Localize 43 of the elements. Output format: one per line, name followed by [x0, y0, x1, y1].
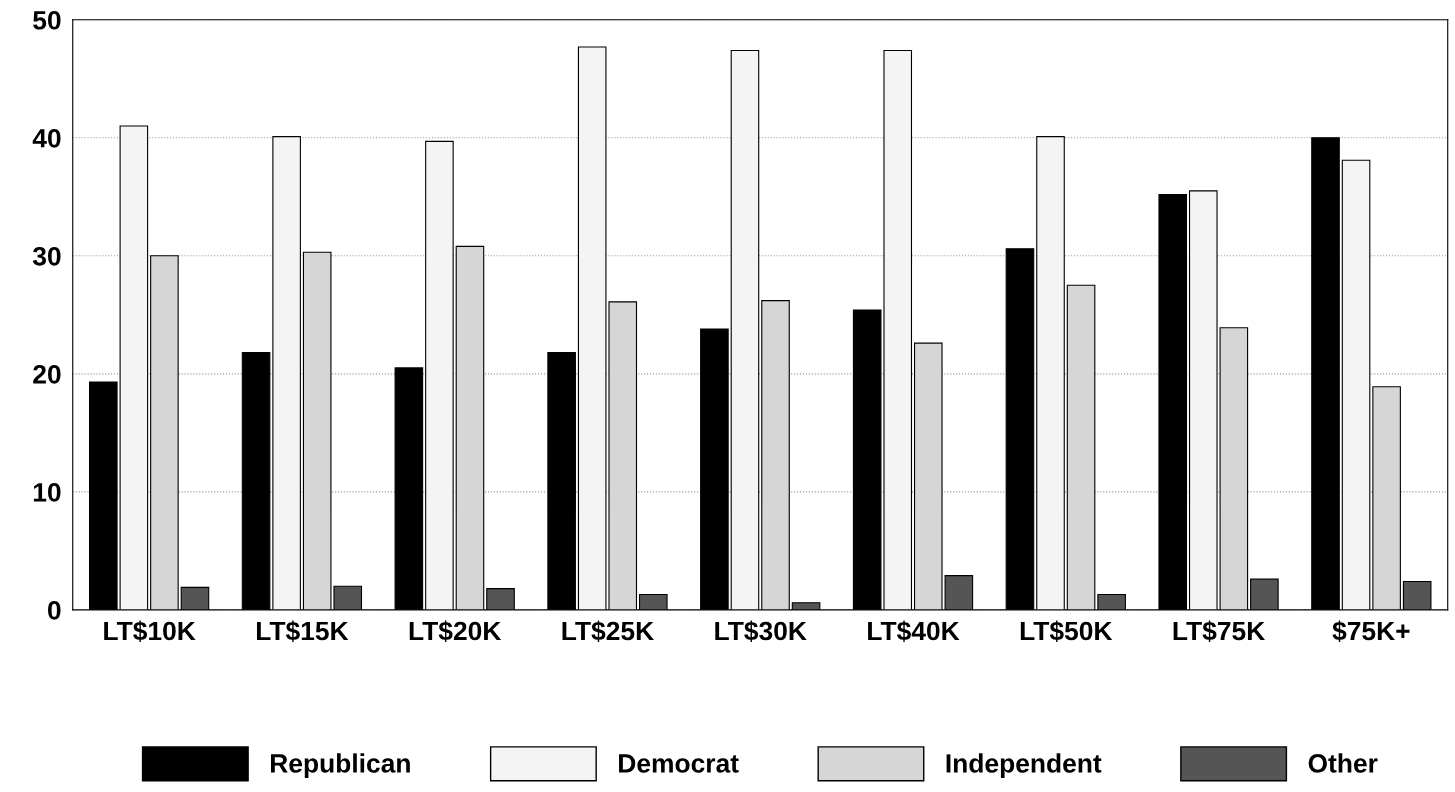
- bar: [180, 586, 210, 610]
- y-tick-label: 50: [33, 10, 61, 30]
- bar: [700, 328, 729, 610]
- bar: [455, 245, 485, 610]
- bar: [1311, 137, 1340, 610]
- bar: [1372, 386, 1401, 610]
- legend-label: Republican: [271, 753, 410, 778]
- bar: [241, 352, 271, 610]
- bar: [1005, 248, 1035, 610]
- x-tick-label: $75K+: [1332, 620, 1410, 643]
- bar: [1097, 593, 1126, 610]
- bar: [272, 136, 301, 610]
- y-tick-label: 30: [32, 246, 61, 266]
- bar: [1036, 136, 1065, 610]
- bar: [791, 602, 821, 610]
- y-tick-label: 0: [48, 600, 61, 620]
- legend-label: Democrat: [619, 754, 739, 773]
- bar: [1250, 578, 1279, 610]
- y-tick-label: 40: [32, 128, 61, 148]
- bar: [425, 140, 454, 610]
- bar: [150, 255, 179, 610]
- bar: [730, 49, 760, 610]
- bar: [547, 352, 576, 610]
- x-tick-label: LT$75K: [1173, 620, 1266, 643]
- x-tick-label: LT$25K: [562, 620, 654, 643]
- bar: [1158, 193, 1188, 610]
- bar: [1066, 284, 1096, 610]
- y-tick-label: 10: [33, 482, 61, 502]
- x-tick-label: LT$15K: [256, 620, 349, 643]
- x-tick-label: LT$50K: [1020, 620, 1113, 643]
- x-tick-label: LT$30K: [715, 620, 807, 643]
- y-tick-label: 20: [33, 364, 61, 384]
- bar: [1341, 159, 1371, 610]
- legend-label: Independent: [946, 753, 1102, 778]
- bar: [761, 300, 790, 610]
- bar: [486, 588, 515, 610]
- x-tick-label: LT$20K: [409, 620, 502, 643]
- bar: [394, 367, 424, 610]
- bar: [638, 593, 668, 610]
- x-tick-label: LT$10K: [104, 620, 196, 643]
- legend-label: Other: [1308, 753, 1378, 773]
- bar: [1402, 580, 1432, 610]
- x-tick-label: LT$40K: [868, 620, 960, 643]
